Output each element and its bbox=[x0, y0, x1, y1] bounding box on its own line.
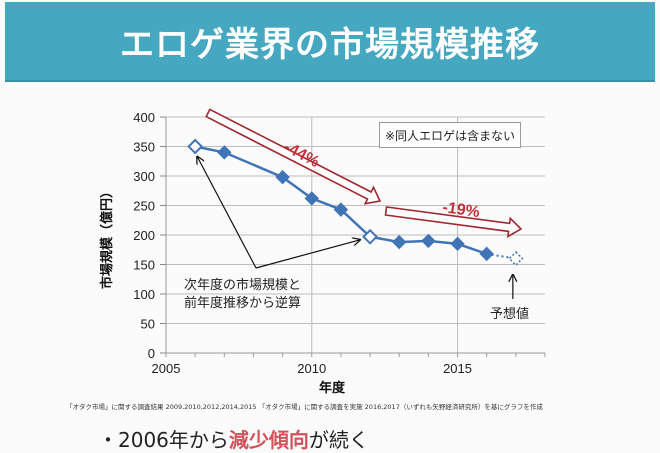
trend-arrow-19 bbox=[384, 206, 523, 239]
y-tick-label-250: 250 bbox=[133, 199, 155, 214]
data-point-2010 bbox=[304, 191, 319, 206]
y-tick-label-350: 350 bbox=[133, 140, 155, 155]
data-point-2016 bbox=[479, 246, 494, 262]
trend-label-19: -19% bbox=[441, 199, 480, 221]
data-point-2014 bbox=[421, 233, 436, 249]
y-tick-label-50: 50 bbox=[141, 317, 155, 332]
bullet-prefix: ・2006年から bbox=[98, 428, 229, 452]
data-point-2012 bbox=[362, 228, 378, 245]
data-point-2013 bbox=[392, 234, 407, 250]
data-point-2011 bbox=[333, 202, 349, 217]
y-tick-label-200: 200 bbox=[133, 228, 155, 243]
series-market-size bbox=[187, 138, 524, 267]
data-point-2009 bbox=[275, 169, 290, 185]
bullet-suffix: が続く bbox=[308, 428, 369, 452]
slide-title: エロゲ業界の市場規模推移 bbox=[120, 24, 540, 65]
y-tick-label-100: 100 bbox=[133, 287, 155, 302]
estimate-note-line1: 次年度の市場規模と bbox=[184, 277, 301, 293]
bullet-highlight: 減少傾向 bbox=[228, 428, 309, 452]
axes: 0 50 100 150 200 250 300 350 400 2005 2010 2015 bbox=[133, 110, 546, 376]
data-point-2006 bbox=[187, 138, 204, 155]
bullet-point: ・2006年から減少傾向が続く bbox=[98, 424, 369, 453]
estimate-note-line2: 前年度推移から逆算 bbox=[184, 295, 301, 311]
y-tick-label-0: 0 bbox=[148, 346, 155, 361]
x-tick-label-2015: 2015 bbox=[443, 361, 472, 376]
y-tick-label-150: 150 bbox=[133, 258, 155, 273]
y-tick-label-300: 300 bbox=[133, 169, 155, 184]
x-tick-label-2005: 2005 bbox=[152, 361, 181, 376]
x-tick-label-2010: 2010 bbox=[297, 361, 326, 376]
forecast-note: 予想値 bbox=[490, 306, 529, 322]
y-axis-title: 市場規模（億円） bbox=[99, 185, 115, 289]
x-axis-title: 年度 bbox=[319, 380, 346, 396]
exclusion-note: ※同人エロゲは含まない bbox=[384, 128, 516, 143]
data-point-2007 bbox=[217, 145, 232, 160]
callout-arrow-2006 bbox=[197, 157, 257, 269]
callout-arrow-2012 bbox=[255, 240, 360, 269]
trend-arrow-44 bbox=[205, 108, 382, 205]
data-point-2017 bbox=[508, 251, 524, 267]
source-note: 「オタク市場」に関する調査結果 2009,2010,2012,2014,2015… bbox=[66, 403, 543, 411]
callouts bbox=[197, 157, 513, 299]
trend-arrows bbox=[205, 108, 523, 239]
series-line bbox=[194, 145, 488, 256]
exclusion-note-box: ※同人エロゲは含まない bbox=[379, 122, 521, 148]
data-point-2015 bbox=[450, 236, 465, 252]
title-banner: エロゲ業界の市場規模推移 bbox=[5, 2, 655, 82]
y-tick-label-400: 400 bbox=[133, 110, 155, 125]
